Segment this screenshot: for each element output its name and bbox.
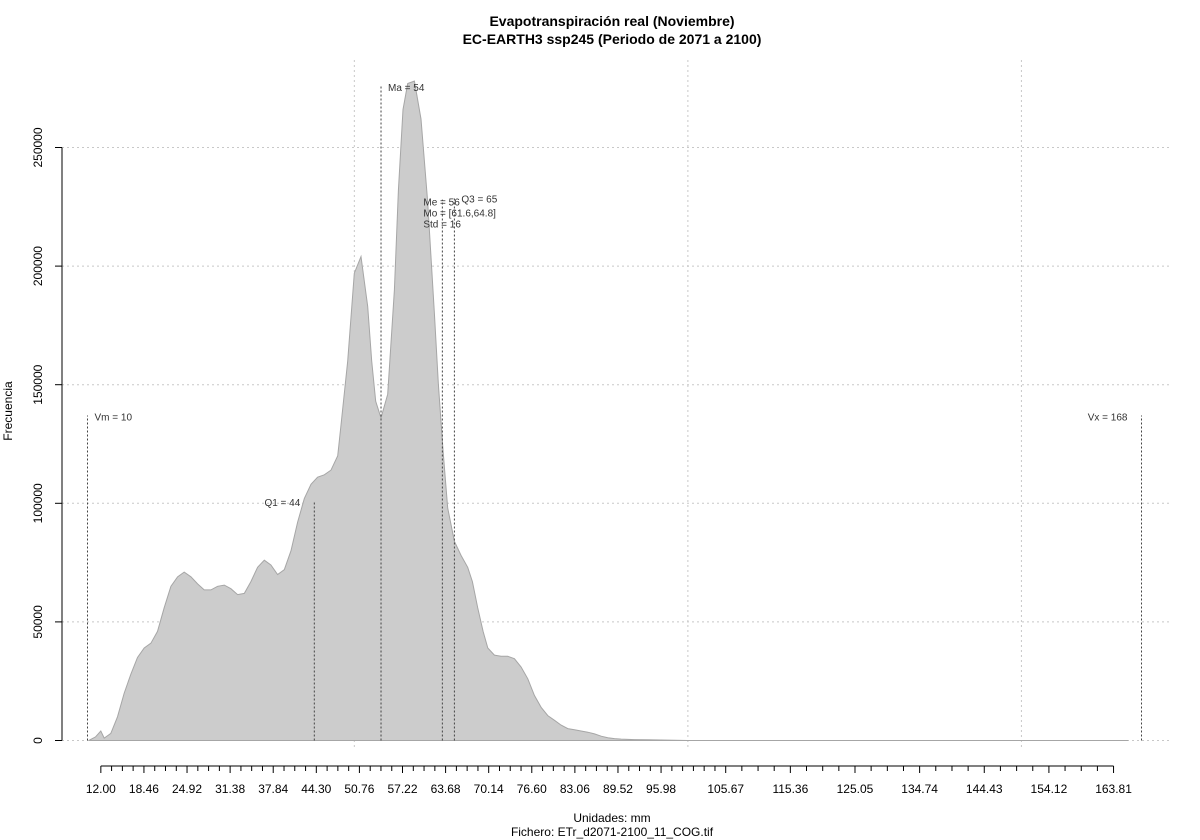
x-tick-label: 134.74	[901, 782, 938, 796]
x-tick-label: 154.12	[1031, 782, 1068, 796]
y-tick-label: 200000	[31, 246, 45, 286]
y-tick-label: 250000	[31, 127, 45, 167]
chart-title: Evapotranspiración real (Noviembre)	[489, 13, 734, 29]
density-area	[88, 80, 1129, 741]
file-caption: Fichero: ETr_d2071-2100_11_COG.tif	[511, 825, 714, 839]
x-tick-label: 50.76	[344, 782, 374, 796]
x-tick-label: 115.36	[772, 782, 808, 796]
stats-line: Std = 16	[423, 220, 461, 231]
axis-layer: 0 50000 100000 150000 200000 250000 12.00 18.46…	[31, 127, 1132, 796]
x-tick-label: 70.14	[474, 782, 504, 796]
marker-label-vm: Vm = 10	[95, 413, 133, 424]
y-tick-label: 150000	[31, 364, 45, 404]
x-tick-label: 125.05	[837, 782, 874, 796]
x-tick-label: 31.38	[215, 782, 245, 796]
x-tick-label: 37.84	[258, 782, 288, 796]
x-tick-label: 44.30	[301, 782, 331, 796]
x-tick-label: 95.98	[646, 782, 676, 796]
stats-line: Me = 56	[423, 198, 460, 209]
marker-label-q3: Q3 = 65	[461, 194, 497, 205]
marker-label-ma: Ma = 54	[388, 83, 425, 94]
x-tick-label: 12.00	[86, 782, 116, 796]
x-tick-label: 76.60	[517, 782, 547, 796]
y-tick-label: 50000	[31, 605, 45, 639]
stats-line: Mo = [61.6,64.8]	[423, 209, 496, 220]
chart-subtitle: EC-EARTH3 ssp245 (Periodo de 2071 a 2100…	[463, 31, 762, 47]
x-tick-label: 57.22	[387, 782, 417, 796]
x-tick-label: 163.81	[1095, 782, 1132, 796]
area-layer	[88, 80, 1129, 741]
marker-label-q1: Q1 = 44	[264, 498, 300, 509]
x-axis-label: Unidades: mm	[573, 811, 650, 825]
y-tick-label: 100000	[31, 483, 45, 523]
y-axis-label: Frecuencia	[1, 381, 15, 441]
x-tick-label: 105.67	[707, 782, 744, 796]
x-tick-label: 18.46	[129, 782, 159, 796]
y-tick-label: 0	[31, 737, 45, 744]
marker-layer: Vm = 10 Q1 = 44 Ma = 54 Q3 = 65 Vx = 168 Me =…	[87, 83, 1142, 741]
x-tick-label: 63.68	[431, 782, 461, 796]
x-tick-label: 144.43	[966, 782, 1003, 796]
x-tick-label: 24.92	[172, 782, 202, 796]
marker-label-vx: Vx = 168	[1088, 413, 1128, 424]
x-tick-label: 89.52	[603, 782, 633, 796]
x-tick-label: 83.06	[560, 782, 590, 796]
